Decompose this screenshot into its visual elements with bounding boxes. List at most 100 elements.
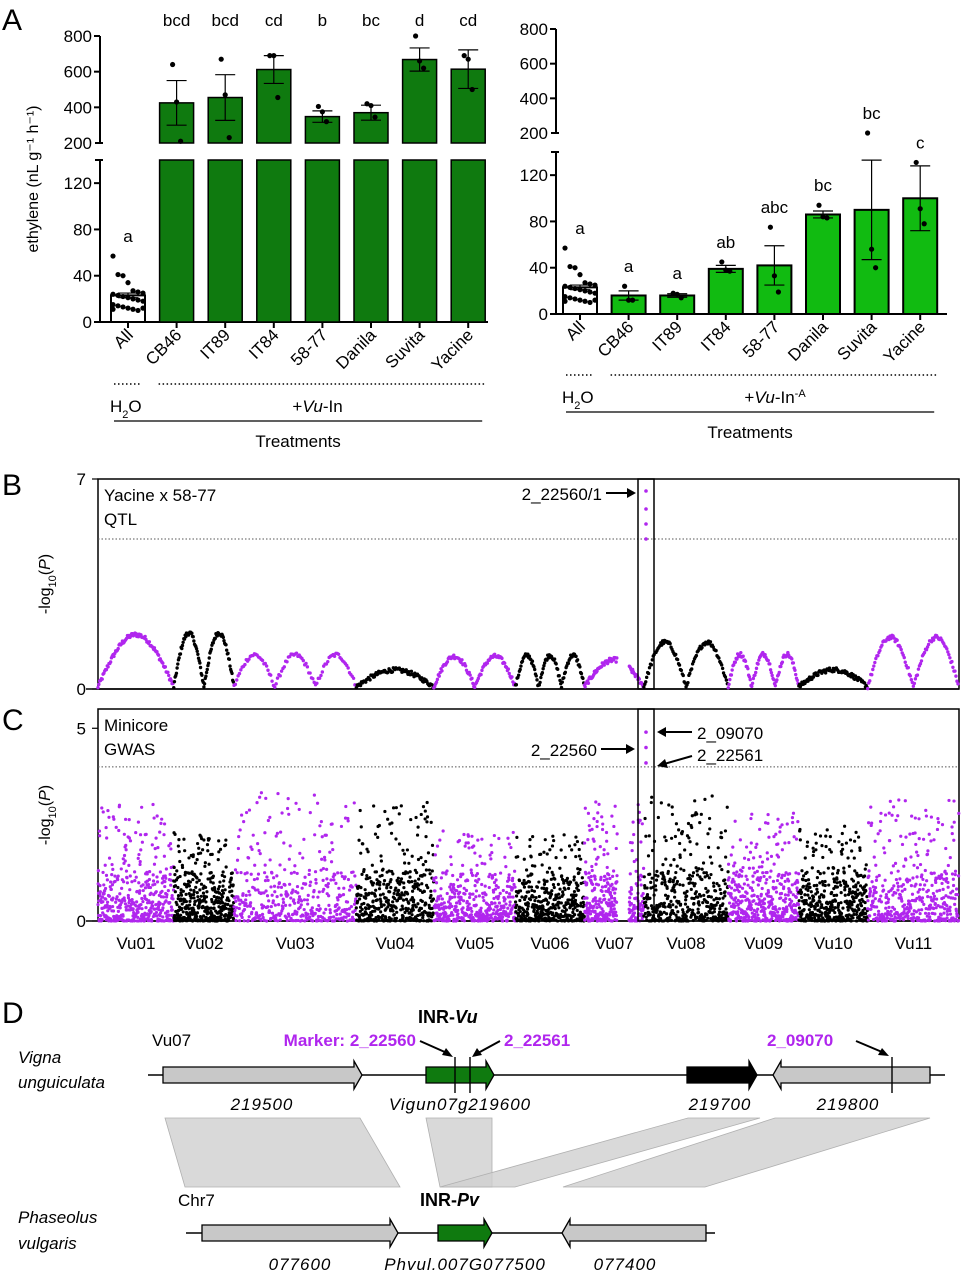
snp-point [742,856,747,860]
snp-point [259,791,264,795]
snp-point [572,875,576,879]
peak-snp-point [644,489,648,493]
snp-point [325,877,329,881]
snp-point [706,889,710,893]
snp-point [703,797,707,801]
ylabel-p: P [37,790,54,801]
snp-point [719,663,724,667]
snp-point [574,854,578,859]
snp-point [367,891,371,895]
snp-point [732,871,736,875]
snp-point [571,910,575,914]
snp-point [915,673,920,677]
significance-letter: a [672,264,682,283]
snp-point [790,657,794,661]
snp-point [419,812,423,817]
significance-letter: bcd [163,11,190,30]
snp-point [399,804,403,808]
snp-point [609,907,613,912]
snp-point [287,812,291,816]
snp-point [468,673,472,677]
bar [707,267,744,315]
snp-point [150,919,154,923]
snp-point [222,879,226,883]
snp-point [202,838,206,842]
snp-point [175,666,179,670]
snp-point [286,893,290,897]
snp-point [719,891,723,896]
snp-point [413,879,417,883]
data-point [364,101,370,107]
snp-point [720,836,724,840]
snp-point [194,646,199,651]
snp-point [400,891,404,895]
snp-point [149,891,153,895]
snp-point [312,793,316,797]
snp-point [916,667,921,671]
snp-point [493,887,498,891]
snp-point [760,886,764,891]
snp-point [709,895,713,899]
snp-point [331,915,336,919]
x-tick-label: IT84 [697,317,734,354]
snp-point [211,874,215,878]
snp-point [423,817,427,821]
snp-point [258,914,262,918]
snp-point [337,886,341,890]
snp-point [612,907,616,911]
snp-point [96,902,100,907]
snp-point [235,678,239,682]
snp-point [734,900,738,905]
snp-point [791,893,795,897]
snp-point [746,883,750,887]
snp-point [321,866,326,871]
snp-point [484,893,488,897]
snp-point [267,899,271,903]
snp-point [158,911,163,915]
snp-point [795,678,799,682]
snp-point [409,898,413,902]
snp-point [423,809,427,813]
snp-point [310,906,314,910]
snp-point [373,832,378,836]
snp-point [632,903,636,908]
vu-italic: Vu [302,397,323,416]
snp-point [124,848,128,852]
snp-point [788,901,792,906]
x-tick-label: IT89 [197,325,234,362]
snp-point [196,652,200,657]
h2o-subscript: 2 [574,400,580,412]
snp-point [358,897,362,901]
snp-point [407,861,411,865]
snp-point [587,876,591,880]
snp-point [302,907,306,912]
snp-point [437,897,441,901]
snp-point [381,867,385,871]
snp-point [613,887,618,891]
snp-point [723,675,728,679]
snp-point [563,670,568,675]
snp-point [297,807,301,812]
snp-point [727,901,732,905]
snp-point [99,897,103,902]
snp-point [654,888,658,892]
snp-point [237,671,242,676]
snp-point [396,888,401,892]
snp-point [699,894,703,898]
snp-point [522,857,526,861]
snp-point [281,906,285,910]
snp-point [574,654,578,659]
snp-point [439,912,443,916]
snp-point [402,852,407,856]
snp-point [173,872,177,877]
snp-point [187,871,191,875]
snp-point [256,842,260,846]
data-point [592,290,598,296]
snp-point [103,886,108,891]
snp-point [483,862,487,866]
snp-point [391,909,395,913]
snp-point [138,833,143,837]
snp-point [573,905,577,910]
snp-point [227,657,232,661]
snp-point [505,918,509,922]
